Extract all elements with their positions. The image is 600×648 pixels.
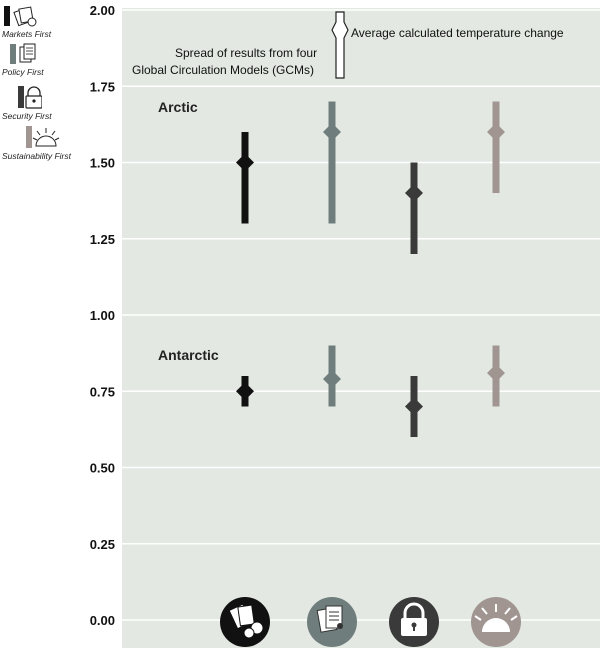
y-axis: 0.00 0.25 0.50 0.75 1.00 1.25 1.50 1.75 2.00 xyxy=(90,3,115,628)
range-bar xyxy=(328,101,336,224)
average-marker xyxy=(487,363,505,382)
policy-icon xyxy=(10,43,36,64)
category-icons xyxy=(220,597,521,647)
average-marker xyxy=(236,382,254,401)
spread-annotation-line1: Spread of results from four xyxy=(175,46,317,60)
security-icon xyxy=(18,86,42,109)
y-tick-label: 1.75 xyxy=(90,79,115,94)
average-marker xyxy=(323,123,341,141)
security-category-icon xyxy=(389,597,439,647)
legend-item-markets: Markets First xyxy=(2,4,92,39)
y-tick-label: 0.25 xyxy=(90,537,115,552)
y-tick-label: 0.50 xyxy=(90,461,115,476)
region-label-arctic: Arctic xyxy=(158,99,198,115)
legend-label: Policy First xyxy=(2,67,44,77)
region-label-antarctic: Antarctic xyxy=(158,347,219,363)
y-tick-label: 2.00 xyxy=(90,3,115,18)
average-marker xyxy=(405,397,423,416)
average-marker xyxy=(487,123,505,141)
y-tick-label: 0.00 xyxy=(90,613,115,628)
markets-icon xyxy=(4,6,37,27)
legend-item-security: Security First xyxy=(2,84,92,121)
average-marker-key xyxy=(331,11,349,79)
y-tick-label: 1.50 xyxy=(90,156,115,171)
legend-label: Markets First xyxy=(2,29,52,39)
range-bar xyxy=(410,162,418,254)
markets-category-icon xyxy=(220,597,270,647)
plot-background xyxy=(122,8,600,648)
y-tick-label: 0.75 xyxy=(90,384,115,399)
y-tick-label: 1.00 xyxy=(90,308,115,323)
range-bar xyxy=(241,132,249,224)
legend-label: Security First xyxy=(2,111,52,121)
chart-marks xyxy=(236,101,505,437)
range-bar xyxy=(492,101,500,193)
legend-label: Sustainability First xyxy=(2,151,71,161)
average-key-icon xyxy=(331,11,349,79)
legend-item-sustainability: Sustainability First xyxy=(2,124,92,161)
legend-item-policy: Policy First xyxy=(2,42,92,77)
spread-annotation-line2: Global Circulation Models (GCMs) xyxy=(132,63,314,77)
y-tick-label: 1.25 xyxy=(90,232,115,247)
average-annotation: Average calculated temperature change xyxy=(351,26,564,40)
sustainability-category-icon xyxy=(471,597,521,647)
sustainability-icon xyxy=(26,126,60,148)
average-marker xyxy=(405,184,423,202)
average-marker xyxy=(323,370,341,389)
average-marker xyxy=(236,153,254,172)
policy-category-icon xyxy=(307,597,357,647)
